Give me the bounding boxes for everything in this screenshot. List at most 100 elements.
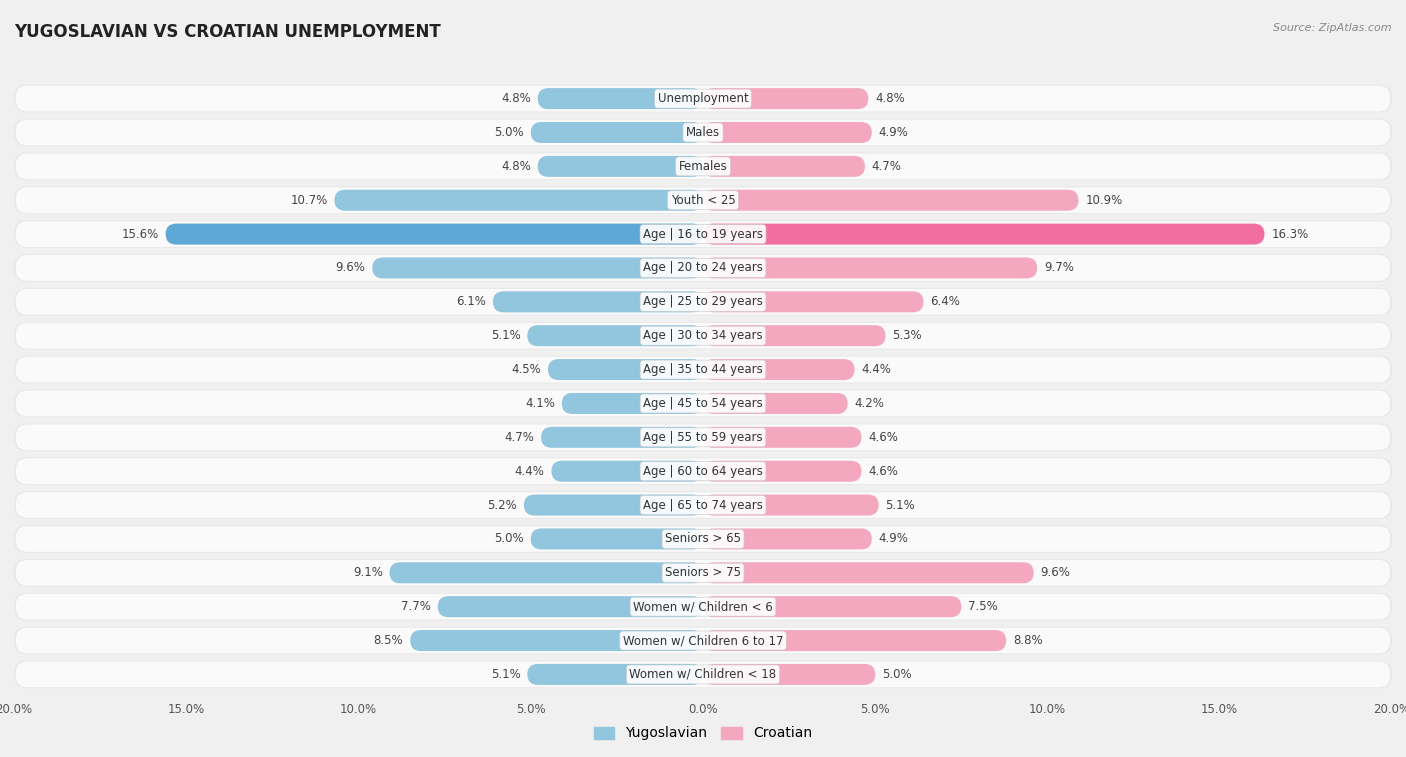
FancyBboxPatch shape: [703, 597, 962, 617]
Text: Women w/ Children 6 to 17: Women w/ Children 6 to 17: [623, 634, 783, 647]
FancyBboxPatch shape: [527, 664, 703, 685]
FancyBboxPatch shape: [14, 186, 1392, 214]
FancyBboxPatch shape: [15, 120, 1391, 145]
FancyBboxPatch shape: [703, 664, 875, 685]
Text: Source: ZipAtlas.com: Source: ZipAtlas.com: [1274, 23, 1392, 33]
FancyBboxPatch shape: [15, 86, 1391, 111]
FancyBboxPatch shape: [14, 661, 1392, 688]
FancyBboxPatch shape: [703, 630, 1007, 651]
Text: 9.1%: 9.1%: [353, 566, 382, 579]
FancyBboxPatch shape: [703, 359, 855, 380]
Text: 9.7%: 9.7%: [1045, 261, 1074, 275]
FancyBboxPatch shape: [703, 88, 869, 109]
FancyBboxPatch shape: [15, 662, 1391, 687]
Text: Seniors > 65: Seniors > 65: [665, 532, 741, 546]
FancyBboxPatch shape: [703, 562, 1033, 584]
Text: YUGOSLAVIAN VS CROATIAN UNEMPLOYMENT: YUGOSLAVIAN VS CROATIAN UNEMPLOYMENT: [14, 23, 441, 41]
Text: Age | 30 to 34 years: Age | 30 to 34 years: [643, 329, 763, 342]
FancyBboxPatch shape: [14, 457, 1392, 485]
FancyBboxPatch shape: [703, 257, 1038, 279]
Text: 4.4%: 4.4%: [862, 363, 891, 376]
FancyBboxPatch shape: [14, 390, 1392, 417]
FancyBboxPatch shape: [14, 152, 1392, 180]
Text: Females: Females: [679, 160, 727, 173]
Text: 8.8%: 8.8%: [1012, 634, 1043, 647]
FancyBboxPatch shape: [15, 526, 1391, 552]
Text: 4.2%: 4.2%: [855, 397, 884, 410]
Text: Males: Males: [686, 126, 720, 139]
Legend: Yugoslavian, Croatian: Yugoslavian, Croatian: [588, 721, 818, 746]
FancyBboxPatch shape: [15, 289, 1391, 315]
Text: Age | 60 to 64 years: Age | 60 to 64 years: [643, 465, 763, 478]
Text: Age | 20 to 24 years: Age | 20 to 24 years: [643, 261, 763, 275]
FancyBboxPatch shape: [15, 357, 1391, 382]
Text: Age | 45 to 54 years: Age | 45 to 54 years: [643, 397, 763, 410]
Text: 6.1%: 6.1%: [456, 295, 486, 308]
Text: 7.7%: 7.7%: [401, 600, 430, 613]
FancyBboxPatch shape: [537, 156, 703, 177]
FancyBboxPatch shape: [562, 393, 703, 414]
Text: Women w/ Children < 6: Women w/ Children < 6: [633, 600, 773, 613]
FancyBboxPatch shape: [703, 461, 862, 481]
Text: 5.1%: 5.1%: [491, 668, 520, 681]
FancyBboxPatch shape: [703, 427, 862, 448]
FancyBboxPatch shape: [531, 528, 703, 550]
FancyBboxPatch shape: [15, 425, 1391, 450]
FancyBboxPatch shape: [15, 221, 1391, 247]
FancyBboxPatch shape: [15, 492, 1391, 518]
FancyBboxPatch shape: [703, 122, 872, 143]
Text: 9.6%: 9.6%: [1040, 566, 1070, 579]
Text: 16.3%: 16.3%: [1271, 228, 1309, 241]
FancyBboxPatch shape: [524, 494, 703, 516]
FancyBboxPatch shape: [14, 559, 1392, 587]
Text: 9.6%: 9.6%: [336, 261, 366, 275]
FancyBboxPatch shape: [531, 122, 703, 143]
Text: 6.4%: 6.4%: [931, 295, 960, 308]
FancyBboxPatch shape: [537, 88, 703, 109]
Text: 4.6%: 4.6%: [869, 465, 898, 478]
FancyBboxPatch shape: [15, 187, 1391, 213]
FancyBboxPatch shape: [541, 427, 703, 448]
Text: 4.8%: 4.8%: [501, 92, 531, 105]
FancyBboxPatch shape: [494, 291, 703, 313]
FancyBboxPatch shape: [703, 393, 848, 414]
Text: 5.3%: 5.3%: [893, 329, 922, 342]
Text: 10.7%: 10.7%: [290, 194, 328, 207]
Text: Age | 25 to 29 years: Age | 25 to 29 years: [643, 295, 763, 308]
Text: 5.1%: 5.1%: [886, 499, 915, 512]
Text: Unemployment: Unemployment: [658, 92, 748, 105]
Text: 5.0%: 5.0%: [495, 532, 524, 546]
Text: 4.5%: 4.5%: [512, 363, 541, 376]
FancyBboxPatch shape: [335, 190, 703, 210]
Text: Youth < 25: Youth < 25: [671, 194, 735, 207]
FancyBboxPatch shape: [411, 630, 703, 651]
FancyBboxPatch shape: [15, 322, 1391, 348]
Text: Age | 16 to 19 years: Age | 16 to 19 years: [643, 228, 763, 241]
Text: 5.2%: 5.2%: [488, 499, 517, 512]
Text: Seniors > 75: Seniors > 75: [665, 566, 741, 579]
Text: 4.7%: 4.7%: [872, 160, 901, 173]
FancyBboxPatch shape: [703, 326, 886, 346]
FancyBboxPatch shape: [703, 156, 865, 177]
Text: 4.6%: 4.6%: [869, 431, 898, 444]
Text: 8.5%: 8.5%: [374, 634, 404, 647]
Text: 7.5%: 7.5%: [969, 600, 998, 613]
FancyBboxPatch shape: [527, 326, 703, 346]
FancyBboxPatch shape: [548, 359, 703, 380]
Text: Age | 35 to 44 years: Age | 35 to 44 years: [643, 363, 763, 376]
Text: 4.8%: 4.8%: [501, 160, 531, 173]
FancyBboxPatch shape: [14, 85, 1392, 113]
FancyBboxPatch shape: [15, 458, 1391, 484]
FancyBboxPatch shape: [14, 593, 1392, 621]
FancyBboxPatch shape: [551, 461, 703, 481]
Text: 5.1%: 5.1%: [491, 329, 520, 342]
Text: 4.8%: 4.8%: [875, 92, 905, 105]
FancyBboxPatch shape: [703, 528, 872, 550]
FancyBboxPatch shape: [14, 356, 1392, 384]
FancyBboxPatch shape: [15, 154, 1391, 179]
FancyBboxPatch shape: [15, 255, 1391, 281]
FancyBboxPatch shape: [703, 494, 879, 516]
FancyBboxPatch shape: [389, 562, 703, 584]
FancyBboxPatch shape: [14, 119, 1392, 146]
FancyBboxPatch shape: [15, 628, 1391, 653]
